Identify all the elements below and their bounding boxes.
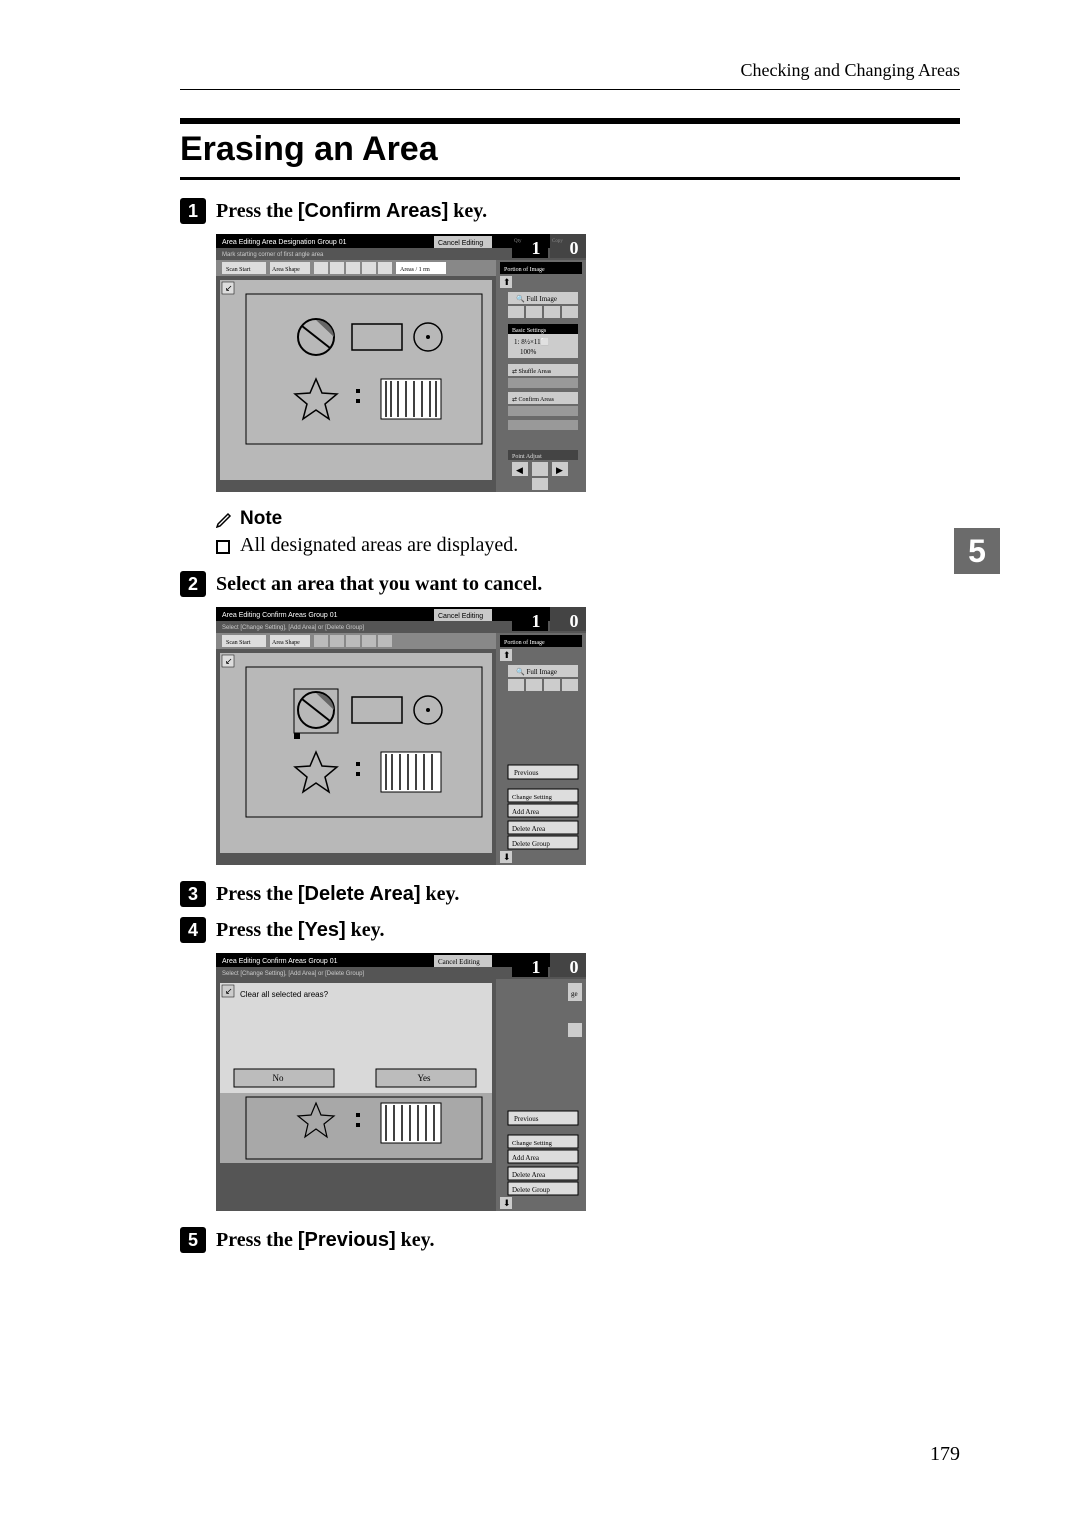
svg-text:Delete Group: Delete Group [512,1186,550,1194]
svg-text:⬆: ⬆ [503,650,511,660]
svg-text:Qty: Qty [514,239,522,244]
svg-text:Select [Change Setting], [Add: Select [Change Setting], [Add Area] or [… [222,971,364,977]
step-4-text: Press the [Yes] key. [216,919,385,942]
step-number-3: 3 [180,881,206,907]
svg-text:ge: ge [571,990,578,998]
svg-text:⇄ Shuffle Areas: ⇄ Shuffle Areas [512,368,552,375]
svg-text:Yes: Yes [417,1073,431,1083]
svg-text:⇄ Confirm Areas: ⇄ Confirm Areas [512,396,555,403]
svg-text:↙: ↙ [225,283,233,293]
svg-text:Previous: Previous [514,769,539,777]
step-1: 1 Press the [Confirm Areas] key. [180,198,960,224]
svg-text:Previous: Previous [514,1115,539,1123]
running-header: Checking and Changing Areas [180,60,960,81]
svg-text:Scan Start: Scan Start [226,640,251,646]
header-rule [180,89,960,90]
svg-text:Clear all selected areas?: Clear all selected areas? [240,990,329,999]
svg-text:Change Setting: Change Setting [512,794,553,801]
svg-text:🔍 Full Image: 🔍 Full Image [516,667,557,676]
step-number-1: 1 [180,198,206,224]
svg-text:⬆: ⬆ [503,277,511,287]
svg-text:0: 0 [570,238,579,258]
title-rule-bottom [180,177,960,180]
page-number: 179 [930,1443,960,1466]
svg-text:Delete Area: Delete Area [512,1171,546,1179]
step-3-text: Press the [Delete Area] key. [216,883,459,906]
step-2: 2 Select an area that you want to cancel… [180,571,960,597]
svg-text:Scan Start: Scan Start [226,267,251,273]
svg-text:Copy: Copy [552,239,563,244]
screenshot-2: Area Editing Confirm Areas Group 01 Sele… [216,607,960,865]
svg-text:Select [Change Setting], [Add: Select [Change Setting], [Add Area] or [… [222,625,364,631]
note-block: Note All designated areas are displayed. [216,508,960,557]
note-heading: Note [216,508,960,530]
title-rule-top [180,118,960,124]
svg-text:Add Area: Add Area [512,1154,540,1162]
svg-text:🔍 Full Image: 🔍 Full Image [516,294,557,303]
screenshot-1: Area Editing Area Designation Group 01 M… [216,234,960,492]
svg-text:0: 0 [570,611,579,631]
svg-text:Add Area: Add Area [512,808,540,816]
note-text: All designated areas are displayed. [240,534,518,557]
step-5: 5 Press the [Previous] key. [180,1227,960,1253]
step-2-text: Select an area that you want to cancel. [216,573,542,596]
step-5-text: Press the [Previous] key. [216,1229,435,1252]
svg-text:Change Setting: Change Setting [512,1140,553,1147]
svg-text:Cancel Editing: Cancel Editing [438,240,483,247]
step-3: 3 Press the [Delete Area] key. [180,881,960,907]
svg-text:↙: ↙ [225,986,233,996]
svg-text:1: 8½×11⬜: 1: 8½×11⬜ [514,337,550,346]
screenshot-3: Area Editing Confirm Areas Group 01 Sele… [216,953,960,1211]
svg-text:Portion of Image: Portion of Image [504,639,545,646]
svg-text:Delete Group: Delete Group [512,840,550,848]
chapter-tab: 5 [954,528,1000,574]
note-item: All designated areas are displayed. [216,534,960,557]
svg-text:100%: 100% [520,348,537,356]
step-4: 4 Press the [Yes] key. [180,917,960,943]
step-1-text: Press the [Confirm Areas] key. [216,200,487,223]
step-number-2: 2 [180,571,206,597]
step-number-5: 5 [180,1227,206,1253]
pencil-icon [216,510,234,528]
svg-text:Delete Area: Delete Area [512,825,546,833]
svg-text:↙: ↙ [225,656,233,666]
svg-text:Point Adjust: Point Adjust [512,454,542,460]
svg-text:1: 1 [532,957,541,977]
note-bullet-icon [216,540,230,554]
svg-text:▶: ▶ [556,465,563,475]
svg-text:Cancel Editing: Cancel Editing [438,958,480,966]
svg-text:Area Editing Confirm Areas: Area Editing Confirm Areas Group 01 [222,612,338,619]
svg-text:Basic Settings: Basic Settings [512,328,547,334]
svg-text:No: No [273,1073,284,1083]
svg-text:Cancel Editing: Cancel Editing [438,613,483,620]
svg-text:0: 0 [570,957,579,977]
svg-text:Areas / 1 rm: Areas / 1 rm [400,267,430,273]
svg-text:Portion of Image: Portion of Image [504,266,545,273]
svg-text:Area Shape: Area Shape [272,640,300,646]
svg-text:Area Editing Confirm Areas: Area Editing Confirm Areas Group 01 [222,958,338,965]
svg-text:◀: ◀ [516,465,523,475]
section-title: Erasing an Area [180,126,960,171]
svg-text:1: 1 [532,238,541,258]
shot1-title: Area Editing Area Designation Group 01 [222,239,347,246]
step-number-4: 4 [180,917,206,943]
svg-text:Area Shape: Area Shape [272,267,300,273]
svg-text:⬇: ⬇ [503,1198,511,1208]
svg-text:Mark starting corner of first: Mark starting corner of first angle area [222,252,324,258]
svg-text:⬇: ⬇ [503,852,511,862]
svg-text:1: 1 [532,611,541,631]
